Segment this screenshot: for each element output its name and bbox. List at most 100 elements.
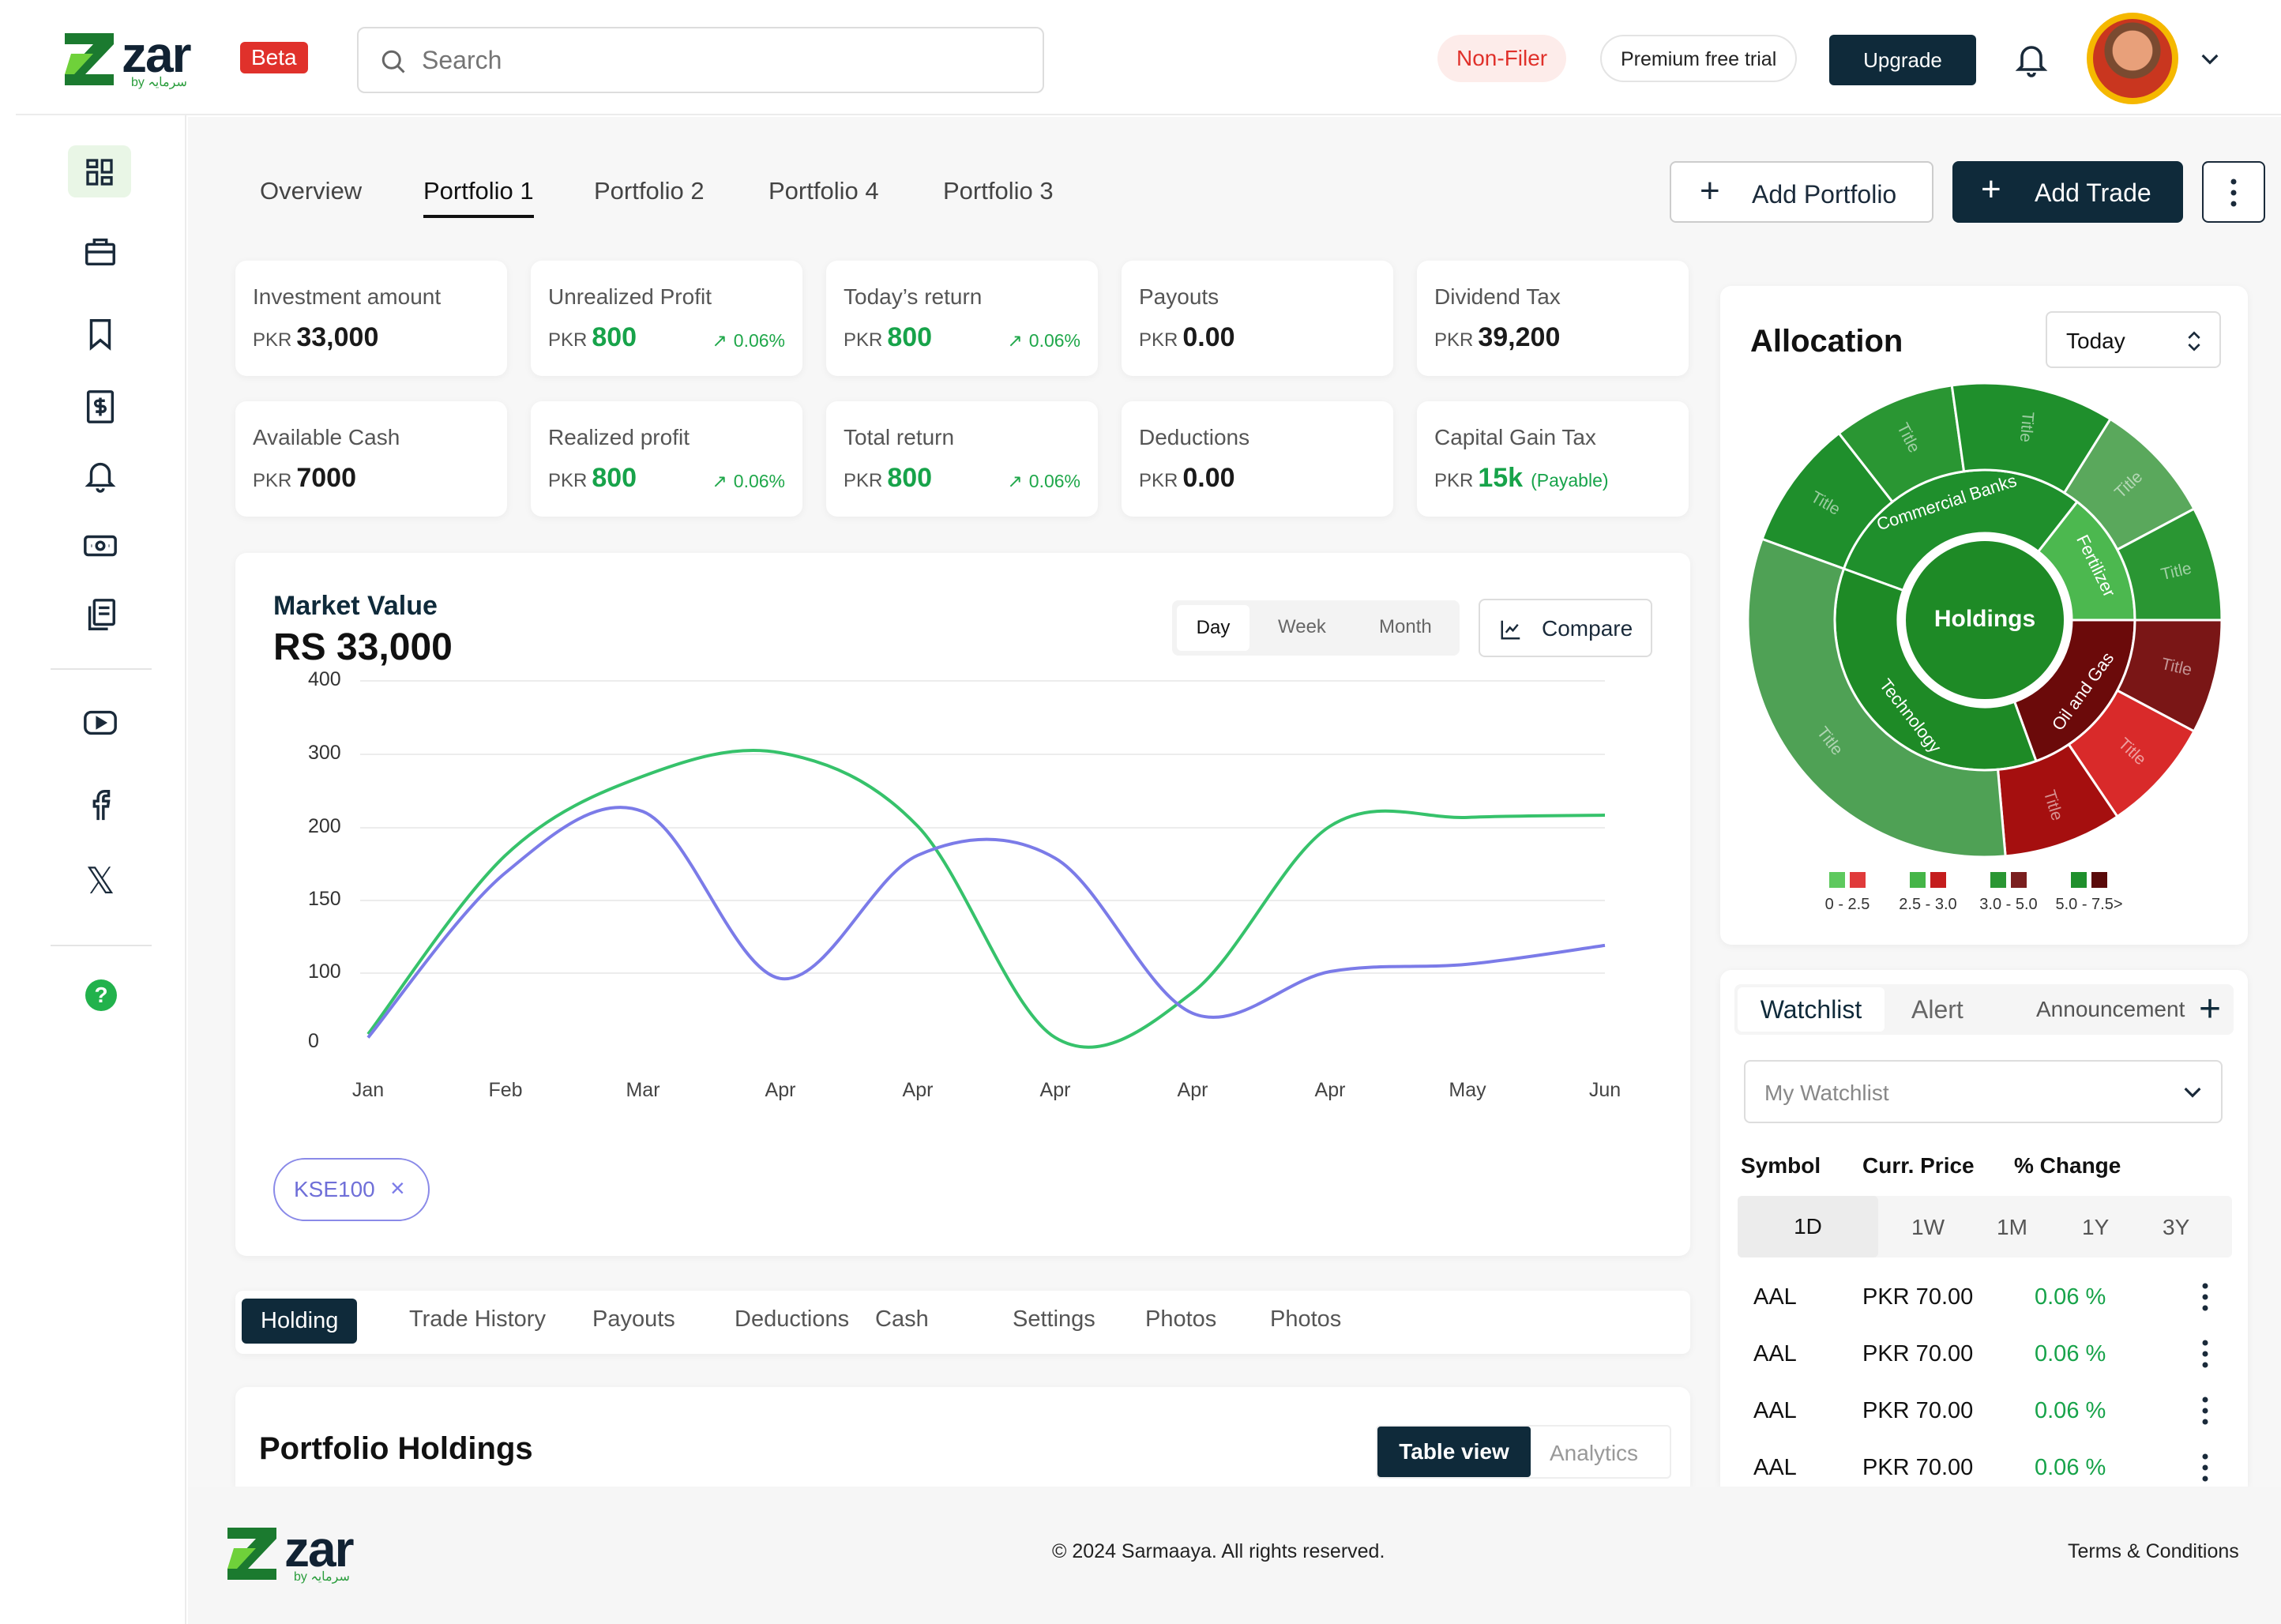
facebook-icon[interactable] [82, 787, 118, 823]
add-trade-button[interactable]: + Add Trade [1952, 161, 2183, 223]
holdings-tab[interactable]: Trade History [409, 1306, 546, 1332]
watchlist-row[interactable]: AAL PKR 70.00 0.06 % [1720, 1441, 2242, 1498]
range-week[interactable]: Week [1278, 616, 1326, 637]
row-menu-icon[interactable] [2200, 1281, 2210, 1313]
tab-portfolio-1[interactable]: Portfolio 1 [423, 177, 534, 218]
outer-segment[interactable] [1746, 537, 2007, 859]
holdings-tab[interactable]: Cash [875, 1306, 929, 1332]
holdings-tab[interactable]: Holding [242, 1299, 358, 1344]
holdings-tab[interactable]: Payouts [592, 1306, 675, 1332]
user-avatar[interactable] [2087, 13, 2178, 104]
watchlist-row[interactable]: AAL PKR 70.00 0.06 % [1720, 1384, 2242, 1441]
kse100-chip[interactable]: KSE100 × [273, 1158, 430, 1221]
stat-value: PKR 800 [844, 322, 932, 353]
period-select-value: Today [2066, 329, 2125, 353]
stat-number: 800 [592, 463, 637, 493]
premium-trial-button[interactable]: Premium free trial [1600, 35, 1798, 82]
legend-swatch [1850, 872, 1866, 888]
sunburst-center-label: Holdings [1934, 606, 2035, 632]
bookmark-icon[interactable] [82, 316, 118, 352]
alert-bell-icon[interactable] [82, 457, 118, 493]
row-menu-icon[interactable] [2200, 1452, 2210, 1483]
holdings-tab[interactable]: Settings [1013, 1306, 1095, 1332]
documents-icon[interactable] [82, 597, 118, 633]
watchlist-select-value: My Watchlist [1764, 1081, 1889, 1105]
tab-watchlist[interactable]: Watchlist [1738, 987, 1885, 1032]
stat-value: PKR 39,200 [1434, 322, 1560, 353]
period-select[interactable]: Today [2046, 311, 2221, 368]
cash-icon[interactable] [82, 528, 118, 564]
help-icon[interactable]: ? [85, 979, 117, 1011]
sunburst-center[interactable] [1906, 541, 2064, 699]
stat-label: Capital Gain Tax [1434, 425, 1596, 449]
upgrade-button[interactable]: Upgrade [1829, 35, 1976, 85]
close-icon[interactable]: × [390, 1174, 405, 1202]
row-menu-icon[interactable] [2200, 1338, 2210, 1370]
period-1d[interactable]: 1D [1738, 1196, 1878, 1257]
compare-button[interactable]: Compare [1479, 599, 1652, 657]
stat-value: PKR 800 [548, 463, 637, 494]
row-menu-icon[interactable] [2200, 1395, 2210, 1427]
period-1m[interactable]: 1M [1997, 1215, 2027, 1239]
range-day[interactable]: Day [1177, 605, 1249, 651]
stat-card: Realized profit PKR 800 ↗ 0.06% [531, 401, 802, 517]
search-input[interactable] [422, 38, 1022, 82]
market-line-chart: 400 300 200 150 100 0 Jan Feb Mar Apr Apr Apr Apr Apr… [308, 668, 1621, 1101]
tab-portfolio-4[interactable]: Portfolio 4 [768, 177, 879, 205]
stat-number: 0.00 [1182, 463, 1235, 493]
add-portfolio-button[interactable]: + Add Portfolio [1670, 161, 1933, 223]
period-1w[interactable]: 1W [1911, 1215, 1945, 1239]
brand-logo[interactable]: zar by سرمایہ [62, 26, 235, 93]
stat-currency: PKR [1434, 329, 1474, 351]
chevron-down-icon[interactable] [2196, 46, 2224, 71]
search-box[interactable] [357, 27, 1044, 93]
holdings-tab[interactable]: Photos [1270, 1306, 1342, 1332]
avatar-photo [2093, 19, 2172, 98]
x-tick-label: Apr [1178, 1079, 1208, 1101]
stat-card: Today’s return PKR 800 ↗ 0.06% [826, 261, 1098, 376]
notification-bell-icon[interactable] [2012, 39, 2050, 77]
holdings-tab[interactable]: Deductions [735, 1306, 850, 1332]
period-3y[interactable]: 3Y [2163, 1215, 2190, 1239]
row-symbol: AAL [1753, 1284, 1797, 1310]
watchlist-rows: AAL PKR 70.00 0.06 % AAL PKR 70.00 0.06 % AAL P… [1720, 1270, 2248, 1487]
briefcase-icon[interactable] [82, 234, 118, 270]
x-tick-label: Apr [765, 1079, 796, 1101]
range-month[interactable]: Month [1379, 616, 1432, 637]
row-price: PKR 70.00 [1862, 1398, 1974, 1423]
add-icon[interactable]: + [2199, 988, 2222, 1030]
period-1y[interactable]: 1Y [2082, 1215, 2110, 1239]
tab-portfolio-2[interactable]: Portfolio 2 [594, 177, 705, 205]
allocation-title: Allocation [1750, 324, 1903, 359]
tab-overview[interactable]: Overview [260, 177, 363, 205]
watchlist-select[interactable]: My Watchlist [1744, 1060, 2223, 1123]
watchlist-card: Watchlist Alert Announcement + My Watchl… [1720, 970, 2248, 1487]
holdings-tab[interactable]: Photos [1145, 1306, 1217, 1332]
x-twitter-icon[interactable]: 𝕏 [85, 859, 115, 902]
x-tick-label: May [1449, 1079, 1486, 1101]
tax-status-badge[interactable]: Non-Filer [1437, 35, 1567, 82]
tab-announcement[interactable]: Announcement [2036, 997, 2185, 1021]
stat-currency: PKR [548, 470, 588, 491]
tab-portfolio-3[interactable]: Portfolio 3 [943, 177, 1054, 205]
stat-label: Total return [844, 425, 955, 449]
stat-number: 39,200 [1478, 322, 1561, 352]
youtube-icon[interactable] [82, 705, 118, 741]
sidebar-item-dashboard[interactable] [68, 145, 131, 197]
x-tick-label: Feb [488, 1079, 522, 1101]
legend-swatch [1910, 872, 1926, 888]
dollar-document-icon[interactable] [82, 389, 118, 425]
more-options-button[interactable] [2202, 161, 2265, 223]
terms-link[interactable]: Terms & Conditions [2068, 1540, 2239, 1562]
table-view-button[interactable]: Table view [1377, 1427, 1531, 1477]
top-header: zar by سرمایہ Beta Non-Filer Premium fre… [16, 0, 2281, 115]
legend-swatches [1885, 872, 1971, 888]
row-price: PKR 70.00 [1862, 1284, 1974, 1310]
series-line [366, 806, 1606, 1039]
watchlist-row[interactable]: AAL PKR 70.00 0.06 % [1720, 1327, 2242, 1384]
stat-number: 800 [887, 463, 933, 493]
analytics-button[interactable]: Analytics [1550, 1441, 1639, 1465]
footer-logo: zar by سرمایہ [224, 1521, 398, 1588]
tab-alert[interactable]: Alert [1911, 995, 1963, 1024]
watchlist-row[interactable]: AAL PKR 70.00 0.06 % [1720, 1270, 2242, 1327]
